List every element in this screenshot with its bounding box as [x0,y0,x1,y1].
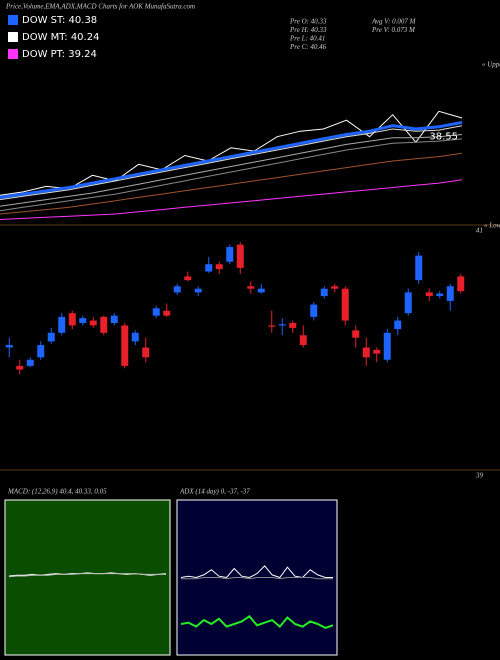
candle-body [79,318,87,323]
candle-body [121,325,129,366]
panel-title: MACD: (12,26,9) 40.4, 40.33, 0.05 [7,488,107,496]
candle-body [436,293,444,297]
candle-body [205,264,213,272]
candle-body [289,323,297,328]
candle-body [152,308,160,316]
candle-body [58,316,66,333]
candle-body [362,347,370,358]
legend-entry: DOW ST: 40.38 [22,15,97,26]
legend-swatch [8,32,18,42]
y-tick-label: 39 [475,472,484,480]
candle-body [299,335,307,346]
series-line [0,134,463,207]
side-note: « Upper [482,61,500,69]
info-text: Avg V: 0.007 M [371,18,417,26]
value-annotation: 38.55 [429,132,458,143]
series-line [181,577,333,580]
candle-body [194,288,202,293]
candle-body [257,288,265,293]
candle-body [47,332,55,342]
series-line [0,152,463,215]
candle-body [142,347,150,358]
candle-body [446,286,454,301]
series-line [0,125,463,201]
candle-body [278,324,286,326]
legend-entry: DOW MT: 40.24 [22,32,99,43]
info-text: Pre C: 40.46 [289,43,327,51]
candle-body [331,286,339,289]
series-line [0,138,463,212]
y-tick-label: 41 [476,227,483,235]
series-line [180,565,333,579]
legend-swatch [8,49,18,59]
legend-entry: DOW PT: 39.24 [22,49,97,60]
candle-body [310,304,318,317]
candle-body [5,345,13,348]
candle-body [163,310,171,316]
candle-body [425,292,433,297]
series-line [0,120,463,199]
candle-body [26,359,34,366]
candle-body [89,320,97,326]
candle-body [383,332,391,360]
panel [4,499,171,656]
candle-body [320,288,328,297]
info-text: Pre O: 40.33 [289,18,327,26]
candle-body [37,345,45,358]
series-line [0,179,463,220]
candle-body [68,313,76,326]
candle-body [16,365,24,370]
candle-body [415,255,423,281]
candle-body [373,349,381,354]
candle-body [352,330,360,338]
candle-body [215,264,223,270]
candle-body [268,325,276,327]
candle-body [457,276,465,292]
candle-body [394,320,402,330]
candle-body [100,316,108,333]
candle-body [226,247,234,262]
info-text: Pre L: 40.41 [289,35,325,43]
candle-body [131,332,139,342]
page-title: Price,Volume,EMA,ADX,MACD Charts for AOK… [5,3,195,11]
candle-body [110,315,118,323]
candle-body [341,288,349,321]
series-line [0,110,463,196]
info-text: Pre H: 40.33 [289,26,327,34]
series-line [8,573,166,578]
legend-swatch [8,15,18,25]
series-line [180,614,334,629]
info-text: Pre V: 0.073 M [371,26,416,34]
candle-body [236,244,244,268]
side-note: « Lower [484,222,500,230]
candle-body [184,276,192,281]
candle-body [247,286,255,289]
candle-body [173,286,181,293]
panel-title: ADX (14 day) 0, -37, -37 [179,488,250,496]
candle-body [404,292,412,314]
